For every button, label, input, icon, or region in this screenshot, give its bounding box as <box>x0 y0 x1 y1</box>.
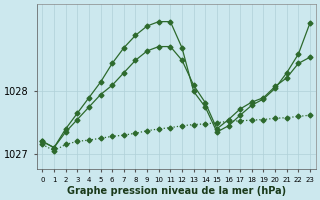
X-axis label: Graphe pression niveau de la mer (hPa): Graphe pression niveau de la mer (hPa) <box>67 186 286 196</box>
